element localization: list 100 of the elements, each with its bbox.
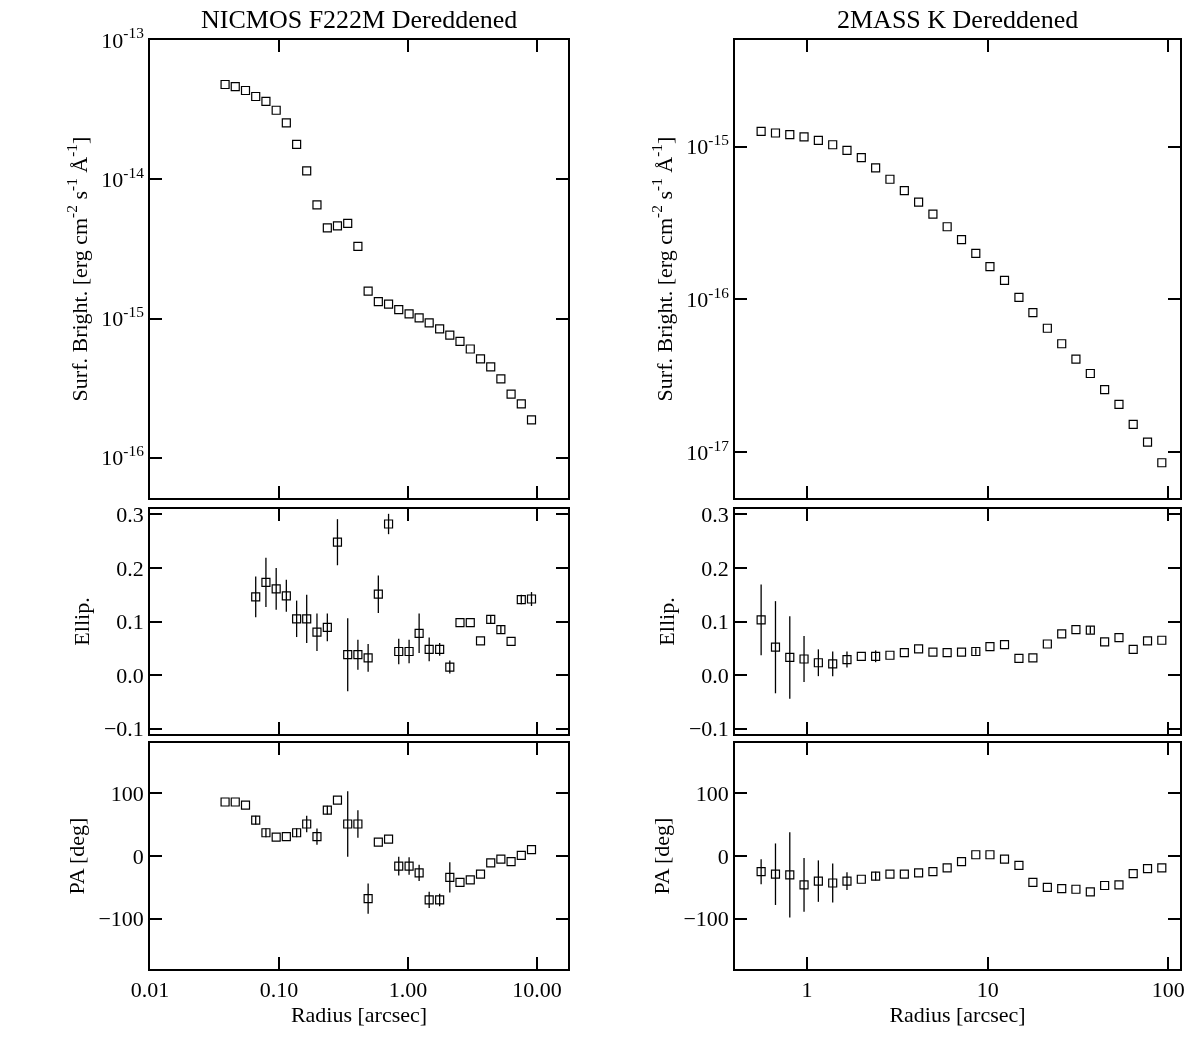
point	[1114, 399, 1124, 410]
point	[1028, 308, 1038, 318]
point	[1057, 629, 1067, 639]
point	[842, 654, 852, 665]
point	[496, 854, 506, 864]
point	[373, 297, 383, 307]
x-tick-label: 10	[976, 977, 999, 1003]
y-tick-label: 10$^{-16}$	[686, 283, 730, 313]
y-tick-label: 0	[717, 843, 729, 869]
point	[496, 624, 506, 635]
point	[914, 644, 924, 654]
point	[251, 592, 261, 602]
point	[281, 831, 291, 842]
y-tick-label: 100	[110, 780, 144, 806]
point	[1142, 437, 1153, 447]
y-axis-title: PA [deg]	[63, 817, 89, 895]
point	[985, 642, 995, 652]
point	[516, 850, 526, 860]
point	[445, 330, 455, 340]
y-tick-label: 10$^{-15}$	[686, 131, 730, 160]
point	[1042, 882, 1052, 892]
point	[435, 324, 445, 334]
y-tick-label: 0.0	[701, 662, 729, 688]
point	[885, 869, 895, 879]
point	[343, 218, 353, 228]
point	[302, 166, 312, 176]
point	[799, 654, 809, 664]
point	[363, 894, 373, 904]
point	[985, 261, 995, 272]
point	[1028, 877, 1038, 887]
point	[942, 222, 952, 232]
x-tick-label: 1	[801, 977, 813, 1003]
point	[220, 79, 230, 90]
point	[856, 153, 866, 163]
y-tick-label: 10$^{-16}$	[101, 442, 145, 471]
point	[516, 399, 526, 409]
point	[332, 795, 343, 805]
point	[1100, 880, 1110, 891]
point	[842, 145, 852, 155]
point	[383, 299, 394, 309]
x-tick-label: 100	[1151, 977, 1185, 1003]
point	[292, 139, 302, 149]
point	[506, 857, 516, 867]
point	[770, 869, 781, 879]
y-tick-label: 0.1	[701, 609, 729, 635]
point	[1142, 863, 1153, 874]
point	[220, 797, 230, 807]
point	[1157, 635, 1167, 645]
point	[353, 819, 363, 829]
point	[353, 241, 363, 251]
x-tick-label: 0.10	[259, 977, 299, 1003]
point	[1100, 637, 1110, 647]
point	[465, 617, 475, 628]
point	[856, 874, 866, 884]
point	[506, 389, 516, 399]
point	[363, 286, 373, 296]
point	[404, 861, 414, 871]
point	[251, 815, 261, 825]
point	[1114, 632, 1124, 643]
point	[999, 854, 1010, 864]
point	[526, 845, 537, 855]
point	[475, 869, 486, 879]
point	[332, 537, 343, 547]
point	[828, 878, 838, 888]
point	[1014, 653, 1024, 664]
point	[999, 639, 1010, 650]
point	[942, 647, 952, 658]
point	[756, 126, 766, 136]
point	[445, 662, 455, 672]
point	[842, 876, 852, 886]
point	[506, 636, 516, 646]
point	[455, 617, 465, 628]
y-tick-label: −0.1	[103, 716, 144, 742]
point	[292, 614, 302, 624]
point	[856, 651, 866, 661]
point	[271, 105, 281, 115]
point	[302, 819, 312, 829]
point	[445, 872, 455, 882]
point	[1014, 860, 1024, 871]
point	[785, 870, 795, 880]
point	[486, 858, 496, 868]
point	[424, 644, 434, 654]
point	[394, 304, 404, 315]
y-tick-label: −100	[98, 906, 144, 932]
point	[455, 336, 465, 346]
point	[424, 318, 434, 328]
y-tick-label: 10$^{-13}$	[101, 24, 145, 53]
point	[322, 622, 332, 632]
y-tick-label: 10$^{-17}$	[686, 436, 730, 465]
point	[956, 235, 967, 245]
point	[785, 130, 795, 140]
point	[999, 275, 1010, 286]
point	[1071, 884, 1081, 894]
point	[251, 91, 261, 102]
point	[914, 197, 924, 207]
x-axis-title: Radius [arcsec]	[290, 1002, 428, 1028]
y-tick-label: 0	[132, 843, 144, 869]
point	[271, 832, 281, 842]
point	[1014, 292, 1024, 303]
y-tick-label: −0.1	[688, 716, 729, 742]
